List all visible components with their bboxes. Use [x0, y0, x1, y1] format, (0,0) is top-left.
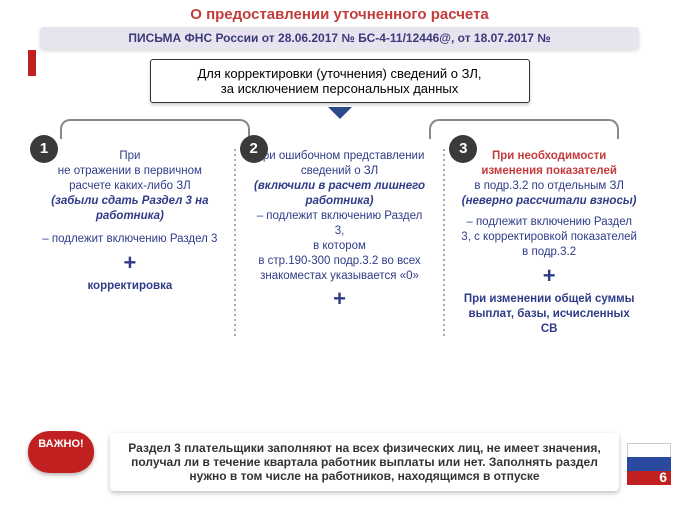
col1-plus: + — [42, 249, 218, 278]
brace-row — [60, 119, 619, 143]
page-number: 6 — [659, 469, 667, 485]
col1-l5: корректировка — [42, 279, 218, 294]
column-separator-2 — [443, 149, 445, 337]
col2-l3: – подлежит включению Раздел 3, — [252, 209, 428, 239]
columns-container: 1 При не отражении в первичном расчете к… — [36, 149, 643, 337]
column-number-2: 2 — [240, 135, 268, 163]
col3-l2: в подр.3.2 по отдельным ЗЛ — [461, 179, 637, 194]
column-2: 2 При ошибочном представлении сведений о… — [246, 149, 434, 337]
intro-line-1: Для корректировки (уточнения) сведений о… — [161, 66, 519, 81]
intro-line-2: за исключением персональных данных — [161, 81, 519, 96]
col2-l1: При ошибочном представлении сведений о З… — [252, 149, 428, 179]
intro-box: Для корректировки (уточнения) сведений о… — [150, 59, 530, 103]
col1-l3: (забыли сдать Раздел 3 на работника) — [42, 194, 218, 224]
column-number-1: 1 — [30, 135, 58, 163]
column-separator-1 — [234, 149, 236, 337]
col1-l2: не отражении в первичном расчете каких-л… — [42, 164, 218, 194]
important-badge: ВАЖНО! — [28, 431, 94, 473]
col3-l3: (неверно рассчитали взносы) — [461, 194, 637, 209]
col1-l4: – подлежит включению Раздел 3 — [42, 232, 218, 247]
red-accent-bar — [28, 50, 36, 76]
footer-note: Раздел 3 плательщики заполняют на всех ф… — [110, 433, 619, 491]
flag-red-stripe: 6 — [627, 471, 671, 485]
col2-l4: в котором — [252, 239, 428, 254]
col2-l2: (включили в расчет лишнего работника) — [252, 179, 428, 209]
brace-left — [60, 119, 250, 139]
col3-plus: + — [461, 262, 637, 291]
col2-plus: + — [252, 285, 428, 314]
down-arrow-icon — [328, 107, 352, 119]
page-flag: 6 — [627, 443, 671, 487]
col3-l1: При необходимости изменения показателей — [461, 149, 637, 179]
column-3: 3 При необходимости изменения показателе… — [455, 149, 643, 337]
col2-l5: в стр.190-300 подр.3.2 во всех знакомест… — [252, 254, 428, 284]
page-title: О предоставлении уточненного расчета — [0, 0, 679, 23]
col3-l4: – подлежит включению Раздел 3, с коррект… — [461, 215, 637, 260]
column-1: 1 При не отражении в первичном расчете к… — [36, 149, 224, 337]
col1-l1: При — [42, 149, 218, 164]
flag-white-stripe — [627, 443, 671, 457]
subtitle-bar: ПИСЬМА ФНС России от 28.06.2017 № БС-4-1… — [40, 27, 639, 49]
col3-l5: При изменении общей суммы выплат, базы, … — [461, 292, 637, 337]
